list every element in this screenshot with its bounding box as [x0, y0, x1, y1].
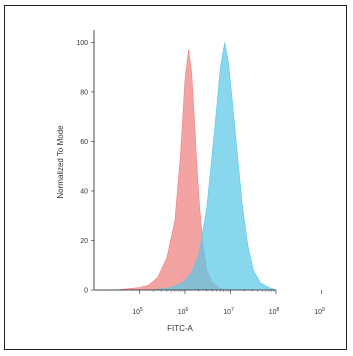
- y-tick-label: 80: [80, 89, 88, 96]
- x-axis-ticks: 105 106 107 108 109: [132, 290, 325, 316]
- x-tick-label: 105: [132, 307, 143, 316]
- x-tick-label: 108: [269, 307, 280, 316]
- plot-area: [97, 42, 277, 291]
- y-tick-label: 60: [80, 139, 88, 146]
- y-tick-label: 0: [84, 288, 88, 295]
- y-tick-label: 40: [80, 188, 88, 195]
- chart-frame: [4, 5, 347, 350]
- x-tick-label: 109: [314, 307, 325, 316]
- y-tick-label: 100: [76, 40, 88, 47]
- x-tick-label: 107: [223, 307, 234, 316]
- x-tick-label: 106: [178, 307, 189, 316]
- histogram-series-2: [97, 42, 277, 291]
- y-axis-label: Normalized To Mode: [56, 125, 65, 199]
- x-axis-label: FITC-A: [167, 324, 193, 333]
- y-tick-label: 20: [80, 238, 88, 245]
- y-axis-ticks: 0 20 40 60 80 100: [76, 40, 94, 295]
